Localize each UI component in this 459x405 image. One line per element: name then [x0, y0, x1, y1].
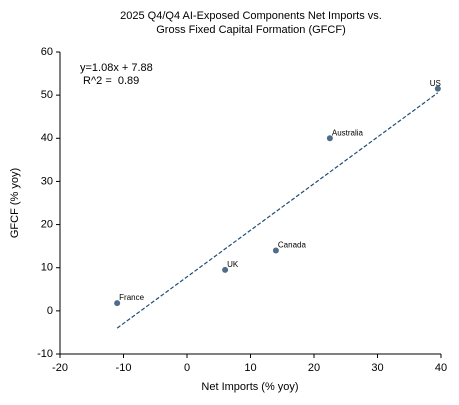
- point: [434, 85, 441, 92]
- chart-title: 2025 Q4/Q4 AI-Exposed Components Net Imp…: [120, 10, 382, 22]
- point: [222, 266, 229, 273]
- point-label: Canada: [278, 241, 307, 250]
- y-tick-label: 30: [41, 175, 53, 187]
- point-label: Australia: [332, 128, 364, 137]
- y-tick-label: 0: [47, 305, 53, 317]
- annotation: y=1.08x + 7.88: [80, 62, 153, 74]
- x-tick-label: 0: [184, 362, 190, 374]
- point-label: UK: [227, 260, 239, 269]
- annotation: R^2 = 0.89: [80, 75, 139, 87]
- x-tick-label: 30: [371, 362, 383, 374]
- x-tick-label: -10: [116, 362, 132, 374]
- point: [326, 135, 333, 142]
- y-tick-label: 50: [41, 89, 53, 101]
- y-tick-label: -10: [37, 348, 53, 360]
- x-tick-label: 40: [435, 362, 447, 374]
- point-label: France: [119, 293, 144, 302]
- x-tick-label: -20: [52, 362, 68, 374]
- point: [272, 247, 279, 254]
- chart-title: Gross Fixed Capital Formation (GFCF): [156, 24, 345, 36]
- y-tick-label: 10: [41, 262, 53, 274]
- point: [114, 300, 121, 307]
- y-axis-label: GFCF (% yoy): [9, 168, 21, 238]
- y-tick-label: 20: [41, 218, 53, 230]
- point-label: US: [430, 79, 441, 88]
- x-tick-label: 20: [308, 362, 320, 374]
- y-tick-label: 40: [41, 132, 53, 144]
- x-axis-label: Net Imports (% yoy): [201, 381, 298, 393]
- trendline: [116, 92, 439, 329]
- x-tick-label: 10: [244, 362, 256, 374]
- y-tick-label: 60: [41, 46, 53, 58]
